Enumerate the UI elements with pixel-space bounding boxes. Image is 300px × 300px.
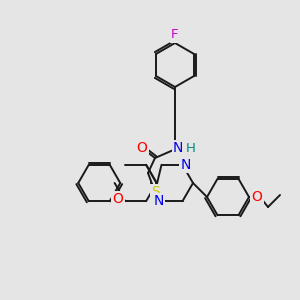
Text: O: O: [136, 141, 147, 155]
Text: S: S: [151, 185, 159, 199]
Text: H: H: [186, 142, 196, 154]
Text: O: O: [112, 192, 123, 206]
Text: N: N: [153, 194, 164, 208]
Text: N: N: [180, 158, 191, 172]
Text: F: F: [171, 28, 179, 41]
Text: N: N: [173, 141, 183, 155]
Text: O: O: [252, 190, 262, 204]
